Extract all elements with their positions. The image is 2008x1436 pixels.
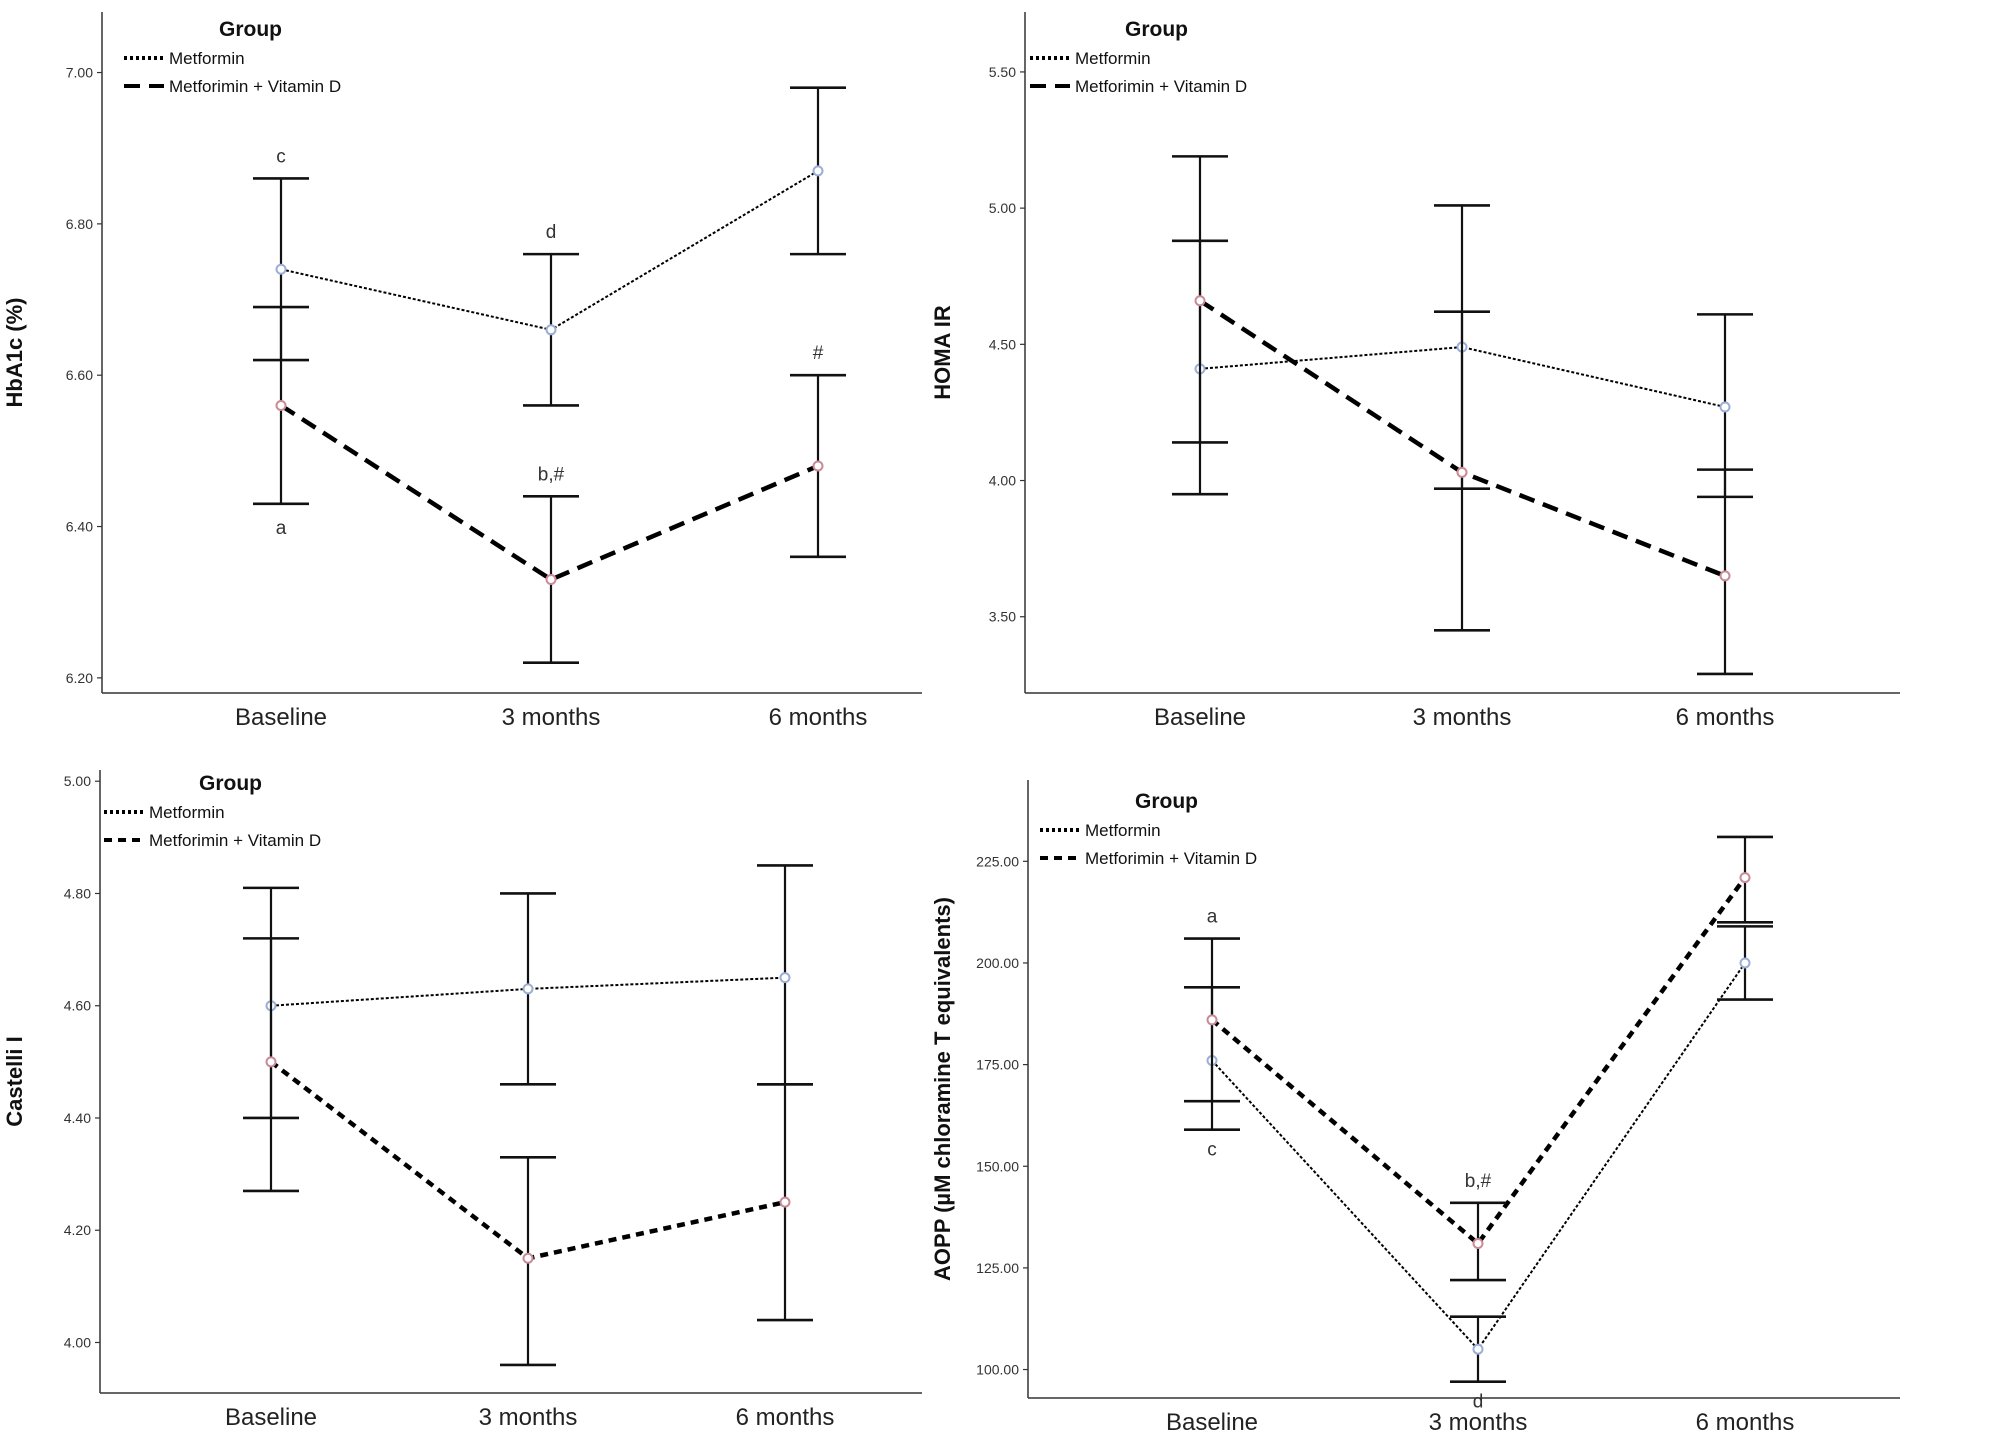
chart-panel-3: 4.00 4.20 4.40 4.60 4.80 5.00 Baseline 3 months… [2, 770, 922, 1431]
y-axis-label: HOMA IR [930, 305, 955, 400]
series-line-1 [1211, 962, 1746, 1351]
y-tick-label: 5.50 [989, 64, 1016, 80]
legend-label: Metformin [1085, 821, 1161, 840]
y-tick-label: 6.80 [66, 216, 93, 232]
x-tick-label: 6 months [736, 1404, 835, 1431]
x-tick-label: 6 months [1696, 1409, 1795, 1436]
legend-title: Group [1135, 790, 1198, 813]
legend-title: Group [199, 772, 262, 795]
y-tick-label: 4.60 [64, 998, 91, 1014]
annotation-label: # [813, 343, 824, 364]
annotation-label: c [1207, 1140, 1217, 1161]
data-point [1472, 1238, 1484, 1249]
series-line-1 [280, 170, 819, 331]
x-tick-label: Baseline [1154, 704, 1246, 731]
legend-label: Metforimin + Vitamin D [1075, 77, 1247, 96]
legend-label: Metformin [149, 803, 225, 822]
y-tick-label: 175.00 [976, 1057, 1019, 1073]
data-point [545, 324, 557, 336]
annotation-label: d [1473, 1392, 1484, 1413]
data-point [1194, 295, 1206, 307]
chart-panel-2: 3.50 4.00 4.50 5.00 5.50 Baseline 3 months 6 mo… [930, 12, 1900, 731]
y-tick-label: 200.00 [976, 955, 1019, 971]
y-tick-label: 150.00 [976, 1158, 1019, 1174]
x-tick-label: 6 months [769, 704, 868, 731]
legend-title: Group [219, 18, 282, 41]
y-tick-label: 125.00 [976, 1260, 1019, 1276]
x-tick-label: Baseline [225, 1404, 317, 1431]
y-tick-label: 4.20 [64, 1222, 91, 1238]
y-tick-label: 7.00 [66, 65, 93, 81]
data-point [275, 399, 287, 411]
y-axis-label: AOPP (µM chloramine T equivalents) [930, 897, 955, 1281]
chart-panel-1: 6.20 6.40 6.60 6.80 7.00 Baseline 3 months 6 mo… [2, 12, 922, 731]
data-point [779, 1196, 791, 1208]
legend-label: Metforimin + Vitamin D [169, 77, 341, 96]
x-tick-label: Baseline [1166, 1409, 1258, 1436]
data-point [275, 263, 287, 275]
data-point [545, 574, 557, 585]
data-point [1719, 401, 1731, 413]
y-axis-label: Castelli I [2, 1036, 27, 1126]
y-tick-label: 4.00 [64, 1334, 91, 1350]
annotation-label: b,# [538, 464, 565, 485]
data-point [522, 1252, 534, 1264]
x-tick-label: Baseline [235, 704, 327, 731]
legend-label: Metformin [169, 49, 245, 68]
annotation-label: c [276, 146, 286, 167]
y-tick-label: 4.80 [64, 885, 91, 901]
chart-panel-4: 100.00 125.00 150.00 175.00 200.00 225.00 Base… [930, 780, 1900, 1436]
series-line-2 [1210, 876, 1747, 1247]
data-point [1206, 1014, 1218, 1026]
data-point [812, 165, 824, 177]
data-point [1719, 570, 1731, 582]
data-point [1472, 1343, 1484, 1355]
annotation-label: d [546, 222, 557, 243]
x-tick-label: 3 months [1413, 704, 1512, 731]
legend-label: Metforimin + Vitamin D [1085, 849, 1257, 868]
data-point [265, 1056, 277, 1068]
x-tick-label: 3 months [479, 1404, 578, 1431]
y-tick-label: 6.20 [66, 670, 93, 686]
legend-title: Group [1125, 18, 1188, 41]
y-tick-label: 4.50 [989, 336, 1016, 352]
y-tick-label: 3.50 [989, 609, 1016, 625]
x-tick-label: 6 months [1676, 704, 1775, 731]
y-tick-label: 6.40 [66, 519, 93, 535]
data-point [779, 972, 791, 984]
data-point [1739, 957, 1751, 969]
x-tick-label: 3 months [1429, 1409, 1528, 1436]
series-line-2 [279, 403, 819, 583]
legend-label: Metforimin + Vitamin D [149, 831, 321, 850]
y-tick-label: 100.00 [976, 1362, 1019, 1378]
annotation-label: b,# [1465, 1171, 1492, 1192]
y-tick-label: 5.00 [989, 200, 1016, 216]
y-tick-label: 6.60 [66, 367, 93, 383]
y-tick-label: 5.00 [64, 773, 91, 789]
y-tick-label: 225.00 [976, 853, 1019, 869]
data-point [522, 983, 534, 995]
annotation-label: a [276, 518, 287, 539]
y-axis-label: HbA1c (%) [2, 297, 27, 407]
data-point [1739, 872, 1751, 884]
y-tick-label: 4.00 [989, 473, 1016, 489]
y-tick-label: 4.40 [64, 1110, 91, 1126]
data-point [812, 460, 824, 472]
data-point [1456, 466, 1468, 478]
legend-label: Metformin [1075, 49, 1151, 68]
annotation-label: a [1207, 907, 1218, 928]
x-tick-label: 3 months [502, 704, 601, 731]
